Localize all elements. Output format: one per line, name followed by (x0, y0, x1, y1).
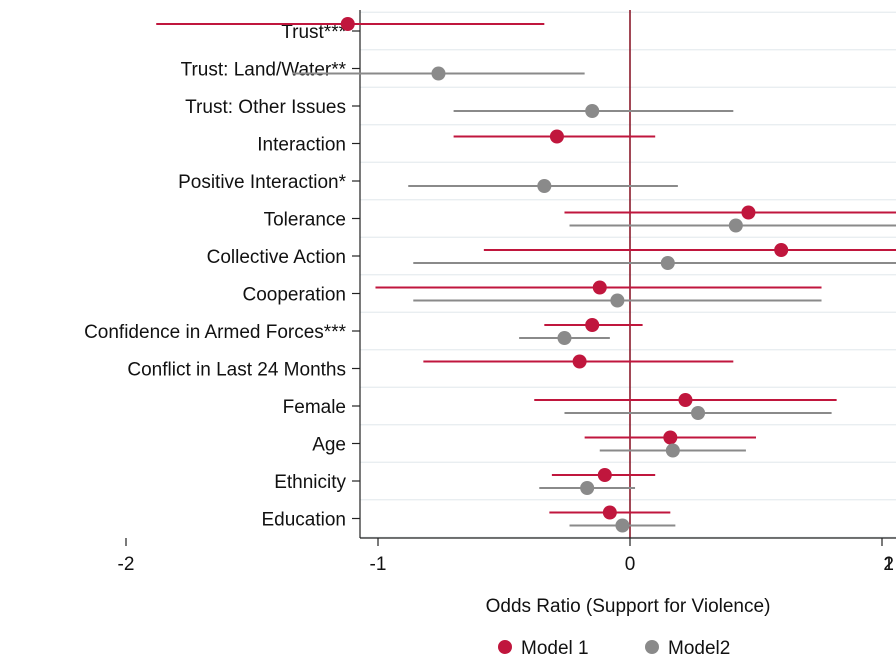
x-axis: -2 -1 0 12 (118, 537, 896, 575)
estimate-point (580, 481, 595, 495)
estimate-point (660, 256, 675, 270)
y-tick-label: Confidence in Armed Forces*** (84, 322, 347, 343)
estimate-point (557, 331, 572, 345)
legend: Model 1 Model2 (498, 638, 730, 659)
estimate-point (663, 430, 678, 445)
data-marks (156, 17, 896, 533)
estimate-point (602, 505, 617, 520)
y-tick-label: Conflict in Last 24 Months (127, 360, 346, 381)
x-tick-label: -1 (370, 554, 387, 575)
estimate-point (774, 243, 789, 257)
estimate-point (592, 280, 607, 295)
y-tick-label: Positive Interaction* (178, 172, 347, 193)
estimate-point (665, 443, 680, 458)
legend-label: Model2 (668, 638, 730, 659)
y-tick-label: Collective Action (207, 247, 346, 268)
y-tick-label: Trust: Other Issues (185, 97, 346, 118)
estimate-point (537, 179, 552, 193)
estimate-point (610, 293, 625, 308)
x-tick-label: 0 (625, 554, 636, 575)
estimate-point (340, 17, 355, 31)
legend-label: Model 1 (521, 638, 589, 659)
estimate-point (678, 393, 693, 407)
y-axis: Trust*** Trust: Land/Water** Trust: Other … (84, 10, 361, 538)
estimate-point (431, 66, 446, 81)
x-tick-label: 2 (883, 554, 894, 575)
y-tick-label: Education (261, 510, 346, 531)
estimate-point (597, 468, 612, 482)
y-tick-label: Cooperation (242, 285, 346, 306)
x-tick-label: 1 (883, 554, 894, 575)
legend-marker (645, 640, 659, 654)
x-tick-label: -2 (118, 554, 135, 575)
estimate-point (585, 104, 600, 118)
y-tick-label: Age (312, 435, 346, 456)
y-tick-label: Tolerance (264, 210, 346, 231)
y-tick-label: Female (283, 397, 346, 418)
estimate-point (585, 318, 600, 332)
estimate-point (741, 205, 756, 220)
y-tick-label: Ethnicity (274, 472, 346, 493)
estimate-point (691, 406, 706, 420)
y-tick-label: Interaction (257, 135, 346, 156)
y-tick-label: Trust: Land/Water** (181, 60, 347, 81)
estimate-point (549, 129, 564, 144)
estimate-point (572, 354, 587, 369)
y-tick-label: Trust*** (281, 22, 346, 43)
estimate-point (615, 518, 630, 533)
gridlines (360, 11, 896, 538)
estimate-point (728, 218, 743, 233)
x-axis-title: Odds Ratio (Support for Violence) (486, 596, 771, 617)
legend-marker (498, 640, 512, 654)
